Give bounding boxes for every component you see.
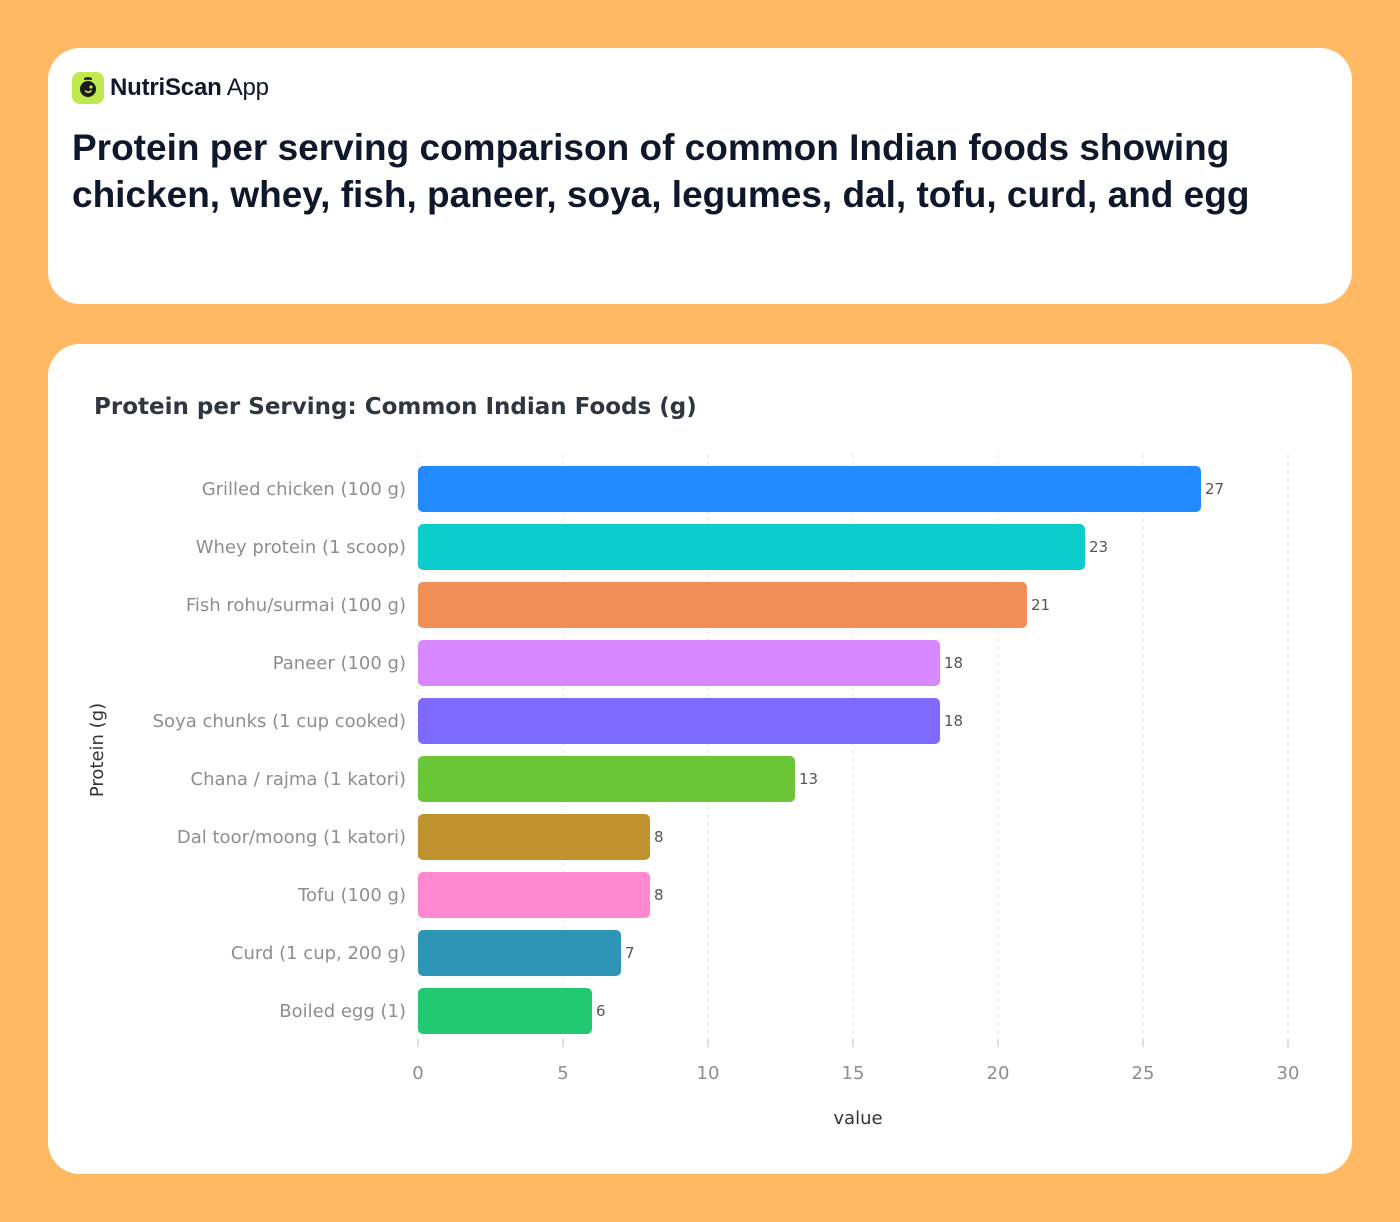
x-tick-label: 10 [697,1063,720,1084]
category-label: Soya chunks (1 cup cooked) [153,711,406,732]
x-tick-label: 30 [1277,1063,1300,1084]
category-label: Fish rohu/surmai (100 g) [186,595,406,616]
category-label: Dal toor/moong (1 katori) [177,827,406,848]
category-label: Paneer (100 g) [273,653,406,674]
y-axis-title: Protein (g) [87,703,108,797]
category-label: Grilled chicken (100 g) [202,479,406,500]
bar [418,640,940,686]
category-label: Whey protein (1 scoop) [196,537,406,558]
value-label: 18 [944,712,963,730]
headline: Protein per serving comparison of common… [72,127,1250,215]
bar [418,582,1027,628]
x-axis-title: value [833,1108,882,1129]
header-card: NutriScan App Protein per serving compar… [48,48,1352,304]
leaf-face-icon [72,72,104,104]
bar [418,466,1201,512]
bar-chart: Protein per Serving: Common Indian Foods… [87,394,1299,1129]
x-axis: 0 5 10 15 20 25 30 [412,1039,1299,1084]
value-label: 8 [654,828,664,846]
x-tick-label: 25 [1132,1063,1155,1084]
value-label: 8 [654,886,664,904]
category-label: Chana / rajma (1 katori) [191,769,407,790]
x-tick-label: 20 [987,1063,1010,1084]
brand-name-bold: NutriScan [110,74,222,101]
value-label: 23 [1089,538,1108,556]
bar [418,756,795,802]
bar [418,814,650,860]
category-label: Curd (1 cup, 200 g) [231,943,406,964]
category-label: Tofu (100 g) [297,885,406,906]
bar [418,930,621,976]
chart-title: Protein per Serving: Common Indian Foods… [94,394,697,420]
category-label: Boiled egg (1) [279,1001,406,1022]
x-tick-label: 5 [557,1063,568,1084]
value-label: 18 [944,654,963,672]
bars: Grilled chicken (100 g) 27 Whey protein (1… [153,466,1224,1034]
value-label: 13 [799,770,818,788]
bar [418,524,1085,570]
value-label: 27 [1205,480,1224,498]
brand-name: NutriScan App [110,74,269,102]
value-label: 6 [596,1002,606,1020]
brand: NutriScan App [72,72,269,104]
value-label: 21 [1031,596,1050,614]
bar [418,872,650,918]
bar [418,698,940,744]
brand-name-regular: App [226,74,269,101]
value-label: 7 [625,944,635,962]
x-tick-label: 0 [412,1063,423,1084]
bar [418,988,592,1034]
x-tick-label: 15 [842,1063,865,1084]
chart-card: Protein per Serving: Common Indian Foods… [48,344,1352,1174]
